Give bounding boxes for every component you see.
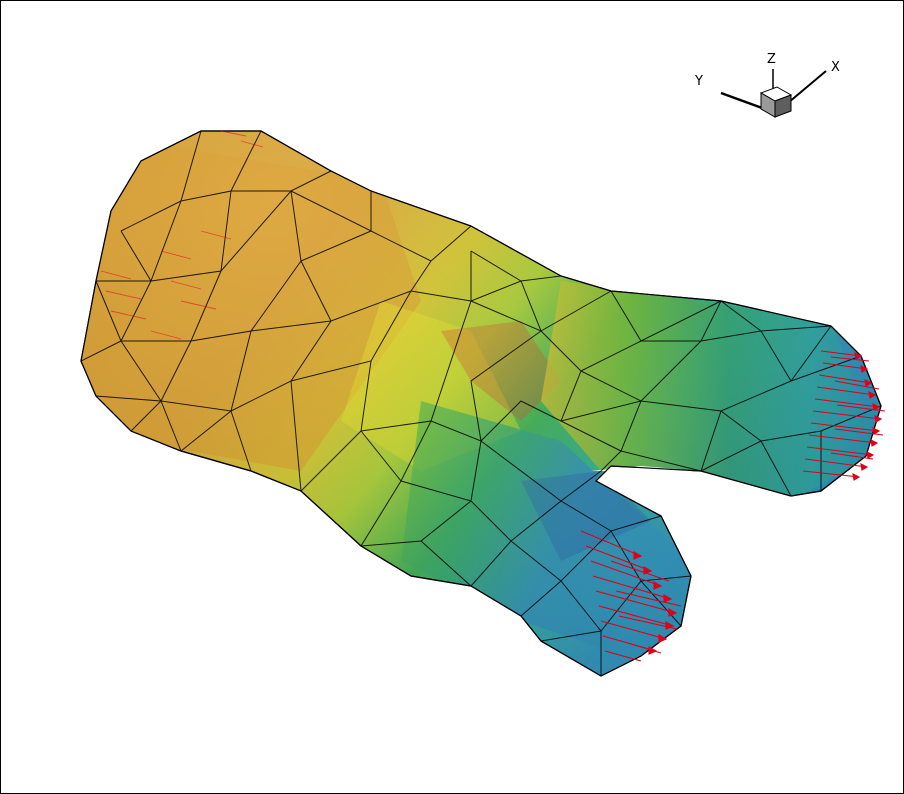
triad-cube: [759, 86, 793, 118]
tube-outline: [80, 130, 882, 677]
vector-field-lower-outlet: [580, 530, 682, 662]
x-axis-label: X: [831, 60, 840, 75]
y-axis-label: Y: [694, 74, 703, 89]
vector-field-upper-outlet: [802, 350, 886, 481]
axes-triad-icon: Y Z X: [694, 52, 840, 118]
vector-field-inlet: [100, 130, 264, 340]
z-axis-label: Z: [767, 52, 776, 67]
